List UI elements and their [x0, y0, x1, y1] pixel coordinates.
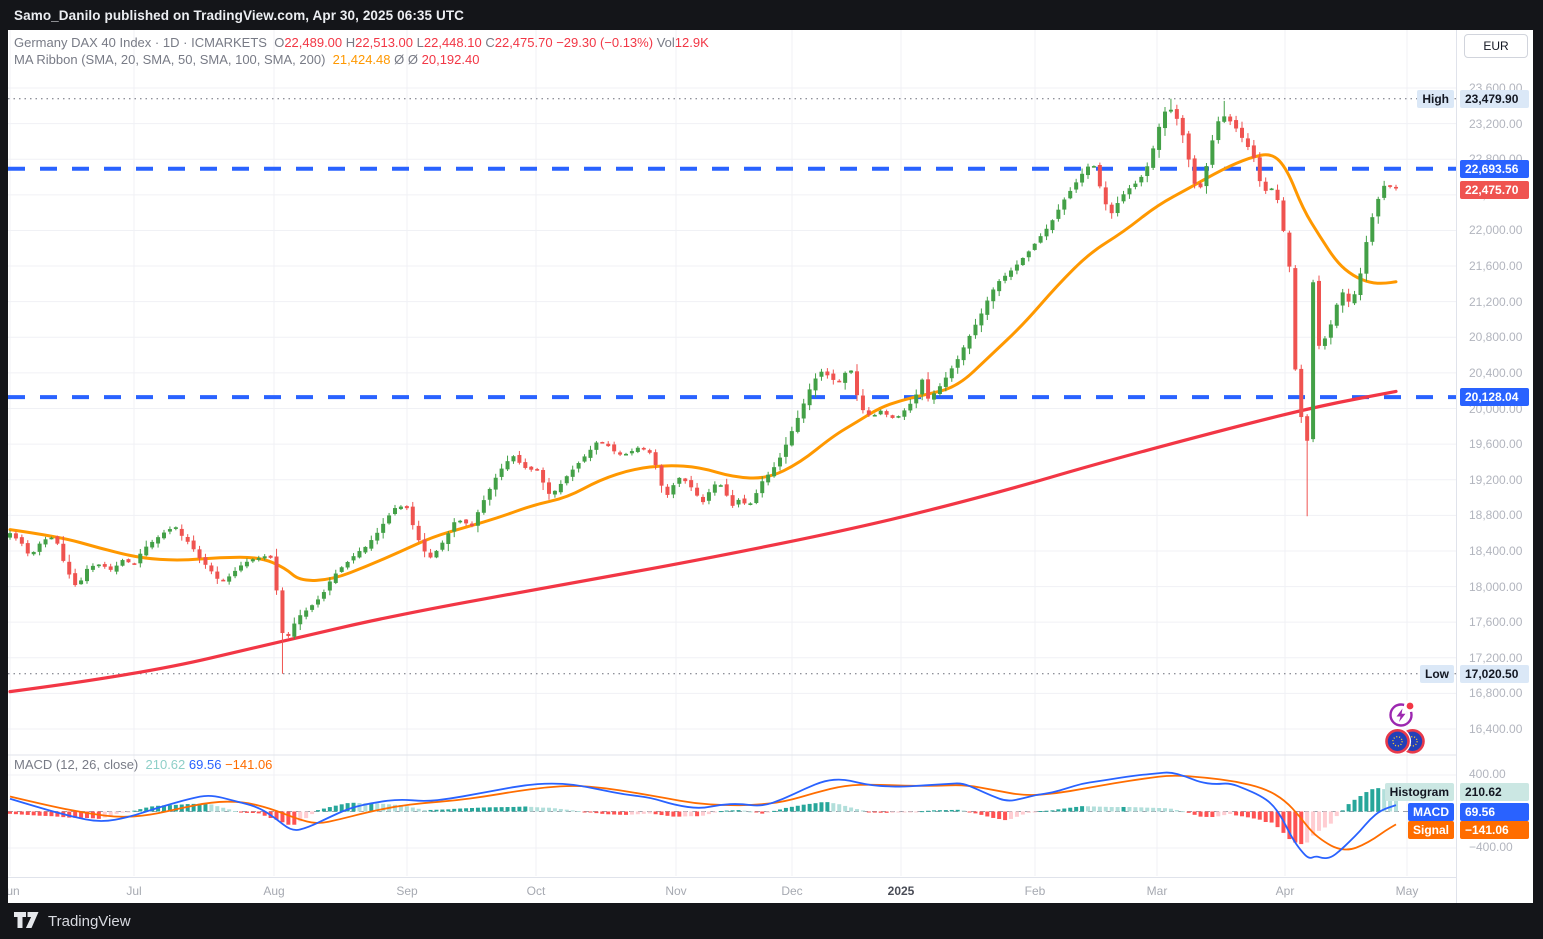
- volume-label: Vol: [656, 35, 675, 50]
- price-tick-label: 21,200.00: [1469, 294, 1523, 309]
- publish-header: Samo_Danilo published on TradingView.com…: [0, 0, 1543, 30]
- high-label: H: [345, 35, 356, 50]
- close-value-legend: 22,475.70: [494, 35, 553, 50]
- macd-tag: MACD: [1408, 803, 1454, 821]
- time-axis-label: 2025: [887, 884, 915, 898]
- histogram-value-chip: 210.62: [1460, 783, 1529, 801]
- price-tick-label: 18,000.00: [1469, 579, 1523, 594]
- resistance-level-chip: 22,693.56: [1460, 160, 1529, 178]
- ma-ribbon-name: MA Ribbon (SMA, 20, SMA, 50, SMA, 100, S…: [14, 52, 326, 67]
- time-axis-label: Sep: [396, 884, 418, 898]
- price-tick-label: 16,400.00: [1469, 722, 1523, 737]
- price-tick-label: 16,800.00: [1469, 686, 1523, 701]
- open-label: O: [274, 35, 285, 50]
- macd-signal-value: −141.06: [225, 757, 273, 772]
- time-axis-label: Dec: [781, 884, 803, 898]
- signal-value-chip: −141.06: [1460, 821, 1529, 839]
- price-tick-label: 17,200.00: [1469, 650, 1523, 665]
- time-axis-label: Mar: [1146, 884, 1168, 898]
- open-value: 22,489.00: [284, 35, 343, 50]
- price-tick-label: 22,000.00: [1469, 223, 1523, 238]
- currency-button[interactable]: EUR: [1464, 34, 1528, 58]
- exchange-label: ICMARKETS: [191, 35, 267, 50]
- time-axis-label: Jul: [126, 884, 142, 898]
- high-marker-value: 23,479.90: [1460, 90, 1529, 108]
- signal-tag: Signal: [1407, 821, 1454, 839]
- eu-flags-pair-icon[interactable]: [1383, 727, 1425, 755]
- support-level-chip: 20,128.04: [1460, 388, 1529, 406]
- histogram-tag: Histogram: [1384, 783, 1454, 801]
- separator-dot: ·: [154, 35, 160, 50]
- interval-label: 1D: [162, 35, 180, 50]
- high-marker-tag: High: [1417, 90, 1454, 108]
- hidden-ma-symbol: Ø: [407, 52, 418, 67]
- chart-corner-icons: [1383, 700, 1425, 755]
- time-axis-label: Jun: [8, 884, 20, 898]
- separator-dot: ·: [183, 35, 188, 50]
- change-value: −29.30 (−0.13%): [556, 35, 654, 50]
- time-axis-label: Feb: [1024, 884, 1046, 898]
- low-label: L: [416, 35, 424, 50]
- chart-surface[interactable]: Germany DAX 40 Index · 1D · ICMARKETS O2…: [8, 30, 1533, 903]
- tradingview-brand-text[interactable]: TradingView: [48, 912, 131, 930]
- macd-indicator-name: MACD (12, 26, close): [14, 757, 139, 772]
- spark-icon[interactable]: [1389, 700, 1417, 727]
- macd-line-value: 69.56: [188, 757, 222, 772]
- macd-value-chip: 69.56: [1460, 803, 1529, 821]
- footer-bar: TradingView: [0, 903, 1543, 939]
- time-axis-label: Nov: [665, 884, 687, 898]
- time-axis-label: Apr: [1275, 884, 1295, 898]
- low-marker-value: 17,020.50: [1460, 665, 1529, 683]
- macd-histogram-value: 210.62: [145, 757, 186, 772]
- close-label: C: [485, 35, 495, 50]
- ma-ribbon-legend: MA Ribbon (SMA, 20, SMA, 50, SMA, 100, S…: [14, 51, 709, 68]
- hidden-ma-symbol: Ø: [394, 52, 405, 67]
- macd-axis-tick-top: 400.00: [1469, 767, 1506, 781]
- low-marker-tag: Low: [1420, 665, 1454, 683]
- price-tick-label: 23,200.00: [1469, 116, 1523, 131]
- time-axis[interactable]: Jun Jul Aug Sep Oct Nov Dec 2025 Feb Mar Apr May: [8, 877, 1456, 903]
- price-tick-label: 19,600.00: [1469, 437, 1523, 452]
- macd-axis-tick-bottom: −400.00: [1469, 840, 1513, 854]
- price-tick-label: 20,800.00: [1469, 330, 1523, 345]
- price-tick-label: 18,400.00: [1469, 543, 1523, 558]
- price-tick-label: 19,200.00: [1469, 472, 1523, 487]
- time-axis-label: Oct: [526, 884, 546, 898]
- volume-value: 12.9K: [674, 35, 709, 50]
- price-tick-label: 21,600.00: [1469, 259, 1523, 274]
- macd-legend: MACD (12, 26, close) 210.62 69.56 −141.0…: [14, 757, 272, 772]
- publish-text: Samo_Danilo published on TradingView.com…: [14, 7, 465, 23]
- symbol-title: Germany DAX 40 Index: [14, 35, 152, 50]
- low-value-legend: 22,448.10: [423, 35, 482, 50]
- price-tick-label: 18,800.00: [1469, 508, 1523, 523]
- sma20-value: 21,424.48: [332, 52, 391, 67]
- price-tick-label: 20,400.00: [1469, 365, 1523, 380]
- symbol-legend-line1: Germany DAX 40 Index · 1D · ICMARKETS O2…: [14, 34, 709, 51]
- time-axis-label: Aug: [263, 884, 285, 898]
- sma200-value: 20,192.40: [421, 52, 480, 67]
- high-value-legend: 22,513.00: [355, 35, 414, 50]
- tradingview-logo-icon[interactable]: [14, 912, 40, 930]
- price-tick-label: 17,600.00: [1469, 615, 1523, 630]
- time-axis-label: May: [1395, 884, 1419, 898]
- symbol-legend: Germany DAX 40 Index · 1D · ICMARKETS O2…: [14, 34, 709, 68]
- last-price-chip: 22,475.70: [1460, 181, 1529, 199]
- candlestick-chart-canvas[interactable]: [8, 30, 1533, 903]
